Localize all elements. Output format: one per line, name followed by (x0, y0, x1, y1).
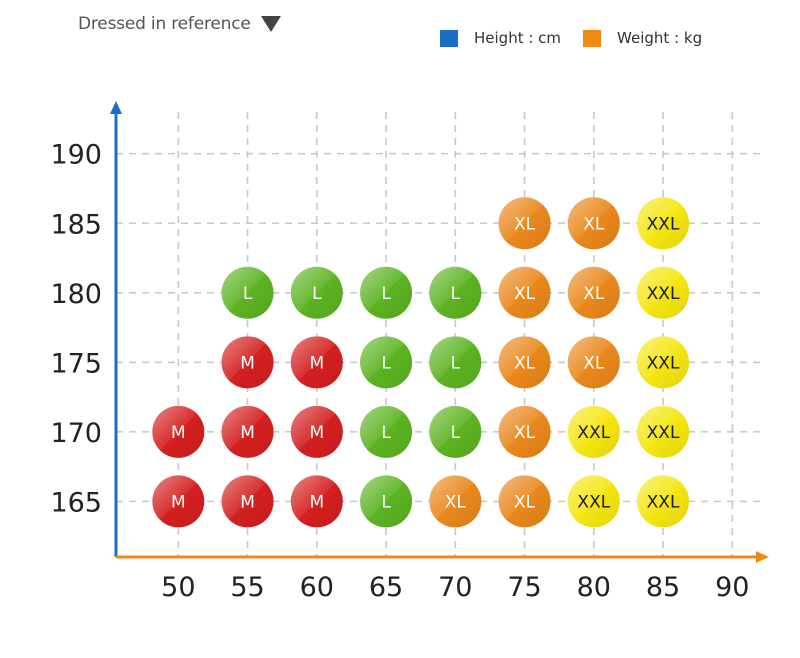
size-point-m: M (290, 475, 343, 528)
size-point-xxl: XXL (567, 475, 620, 528)
point-label: XXL (647, 284, 680, 304)
size-point-l: L (429, 405, 482, 458)
point-label: XL (514, 284, 536, 304)
size-point-m: M (221, 336, 274, 389)
point-label: XL (514, 214, 536, 234)
size-point-l: L (360, 405, 413, 458)
size-point-xl: XL (498, 336, 551, 389)
x-tick-label: 75 (507, 572, 541, 603)
chart-title: Dressed in reference (78, 14, 251, 34)
y-tick-label: 190 (50, 140, 102, 171)
size-point-xl: XL (429, 475, 482, 528)
x-tick-label: 50 (161, 572, 195, 603)
point-label: L (243, 284, 253, 304)
x-tick-label: 55 (230, 572, 264, 603)
y-tick-label: 180 (50, 279, 102, 310)
point-label: L (381, 492, 391, 512)
point-label: XL (514, 423, 536, 443)
size-point-xl: XL (567, 197, 620, 250)
triangle-down-icon (260, 16, 281, 32)
axes (110, 101, 769, 563)
size-point-xl: XL (567, 336, 620, 389)
x-tick-label: 90 (715, 572, 749, 603)
x-tick-label: 70 (438, 572, 472, 603)
y-tick-label: 165 (50, 487, 102, 518)
point-label: L (381, 423, 391, 443)
size-point-xxl: XXL (637, 336, 690, 389)
y-axis-arrow-icon (110, 101, 122, 114)
size-point-l: L (360, 266, 413, 319)
point-label: M (309, 353, 324, 373)
point-label: XXL (577, 423, 610, 443)
point-label: L (381, 284, 391, 304)
point-label: L (381, 353, 391, 373)
y-tick-label: 175 (50, 348, 102, 379)
size-point-xxl: XXL (567, 405, 620, 458)
size-point-m: M (290, 405, 343, 458)
point-label: M (171, 423, 186, 443)
point-label: XL (445, 492, 467, 512)
legend-item-weight: Weight : kg (583, 29, 702, 47)
point-label: M (240, 423, 255, 443)
size-point-xxl: XXL (637, 197, 690, 250)
legend-label-height: Height : cm (474, 29, 562, 47)
chart-header: Dressed in reference (78, 14, 283, 34)
point-label: XXL (647, 214, 680, 234)
point-label: XL (583, 214, 605, 234)
tick-labels: 50 55 60 65 70 75 80 85 90 165 170 175 180 185 190 (50, 140, 749, 603)
legend-label-weight: Weight : kg (617, 29, 703, 47)
legend-swatch-height (440, 29, 458, 47)
legend-item-height: Height : cm (440, 29, 561, 47)
point-label: XXL (647, 353, 680, 373)
size-point-xl: XL (567, 266, 620, 319)
legend-swatch-weight (583, 29, 602, 47)
size-point-l: L (429, 266, 482, 319)
size-point-m: M (290, 336, 343, 389)
size-point-xxl: XXL (637, 405, 690, 458)
point-label: L (312, 284, 322, 304)
size-point-m: M (221, 405, 274, 458)
data-points: M M M L XL XL XXL XXL M M M L L XL XXL XXL M M L L XL XL XXL L L… (152, 197, 690, 528)
x-tick-label: 85 (646, 572, 680, 603)
size-point-m: M (152, 405, 205, 458)
point-label: XXL (647, 423, 680, 443)
point-label: M (309, 423, 324, 443)
point-label: M (240, 492, 255, 512)
point-label: M (240, 353, 255, 373)
size-point-xxl: XXL (637, 475, 690, 528)
size-point-m: M (221, 475, 274, 528)
legend: Height : cm Weight : kg (440, 29, 702, 47)
size-point-m: M (152, 475, 205, 528)
point-label: L (451, 423, 461, 443)
size-point-xl: XL (498, 405, 551, 458)
x-tick-label: 80 (577, 572, 611, 603)
point-label: XL (583, 284, 605, 304)
point-label: XXL (647, 492, 680, 512)
x-tick-label: 65 (369, 572, 403, 603)
size-point-xl: XL (498, 475, 551, 528)
x-axis-arrow-icon (756, 551, 769, 563)
point-label: M (171, 492, 186, 512)
size-point-l: L (360, 475, 413, 528)
point-label: L (451, 284, 461, 304)
size-point-l: L (360, 336, 413, 389)
point-label: XL (514, 353, 536, 373)
size-point-l: L (221, 266, 274, 319)
point-label: XL (514, 492, 536, 512)
point-label: L (451, 353, 461, 373)
y-tick-label: 185 (50, 209, 102, 240)
y-tick-label: 170 (50, 418, 102, 449)
size-point-l: L (290, 266, 343, 319)
point-label: M (309, 492, 324, 512)
size-point-xl: XL (498, 266, 551, 319)
point-label: XXL (577, 492, 610, 512)
point-label: XL (583, 353, 605, 373)
size-point-l: L (429, 336, 482, 389)
size-point-xl: XL (498, 197, 551, 250)
size-point-xxl: XXL (637, 266, 690, 319)
x-tick-label: 60 (300, 572, 334, 603)
